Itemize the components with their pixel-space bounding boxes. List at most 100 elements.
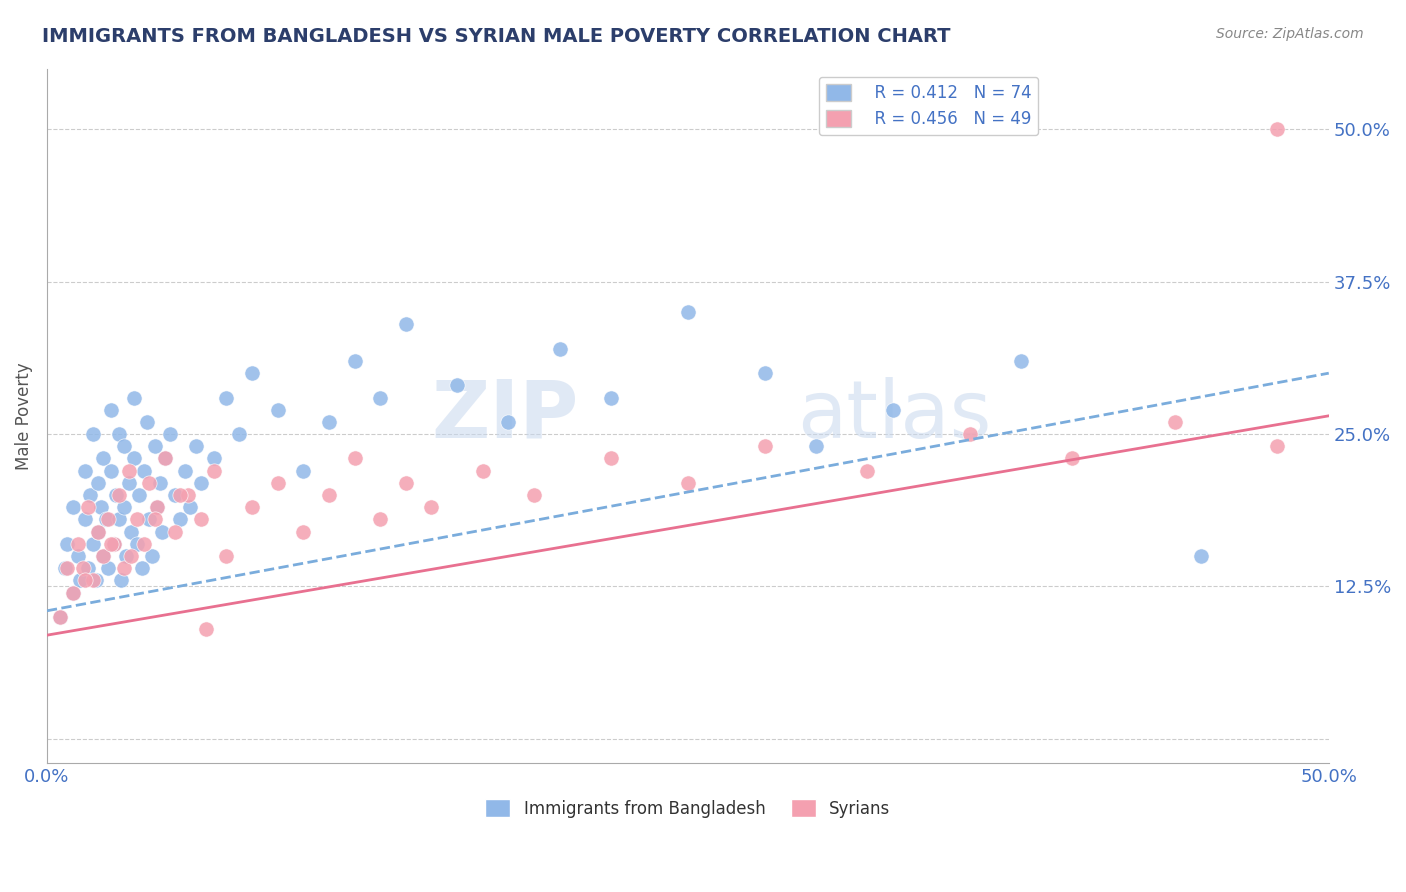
Point: [91, 451, 114, 466]
Point: [165, 524, 187, 539]
Point: [72, 561, 94, 575]
Point: [131, 561, 153, 575]
Point: [97, 512, 120, 526]
Point: [53, 561, 76, 575]
Point: [90, 500, 112, 515]
Point: [174, 464, 197, 478]
Point: [395, 475, 418, 490]
Point: [368, 512, 391, 526]
Point: [471, 464, 494, 478]
Point: [228, 427, 250, 442]
Point: [856, 464, 879, 478]
Point: [138, 512, 160, 526]
Point: [138, 475, 160, 490]
Point: [754, 439, 776, 453]
Point: [121, 549, 143, 563]
Point: [121, 524, 143, 539]
Point: [959, 427, 981, 442]
Point: [153, 451, 176, 466]
Point: [754, 366, 776, 380]
Point: [1267, 439, 1289, 453]
Text: ZIP: ZIP: [432, 376, 579, 455]
Text: atlas: atlas: [797, 376, 991, 455]
Point: [125, 537, 148, 551]
Point: [62, 500, 84, 515]
Point: [1164, 415, 1187, 429]
Point: [184, 439, 207, 453]
Point: [143, 512, 166, 526]
Point: [91, 549, 114, 563]
Point: [292, 464, 315, 478]
Point: [100, 402, 122, 417]
Point: [118, 475, 141, 490]
Point: [62, 585, 84, 599]
Point: [105, 488, 128, 502]
Point: [107, 488, 129, 502]
Point: [318, 488, 340, 502]
Point: [103, 537, 125, 551]
Point: [318, 415, 340, 429]
Point: [75, 512, 97, 526]
Point: [169, 512, 191, 526]
Point: [82, 574, 104, 588]
Point: [118, 464, 141, 478]
Point: [446, 378, 468, 392]
Point: [94, 512, 117, 526]
Point: [62, 585, 84, 599]
Point: [1267, 122, 1289, 136]
Point: [48, 610, 70, 624]
Point: [112, 561, 135, 575]
Point: [82, 537, 104, 551]
Point: [343, 354, 366, 368]
Point: [134, 464, 156, 478]
Point: [87, 524, 110, 539]
Point: [107, 427, 129, 442]
Point: [266, 402, 288, 417]
Point: [100, 537, 122, 551]
Point: [153, 451, 176, 466]
Point: [146, 500, 169, 515]
Point: [110, 574, 132, 588]
Point: [343, 451, 366, 466]
Point: [169, 488, 191, 502]
Point: [107, 512, 129, 526]
Point: [84, 574, 107, 588]
Point: [122, 391, 145, 405]
Point: [100, 464, 122, 478]
Point: [115, 549, 138, 563]
Point: [82, 427, 104, 442]
Point: [165, 488, 187, 502]
Point: [215, 391, 238, 405]
Point: [91, 549, 114, 563]
Point: [498, 415, 520, 429]
Point: [103, 537, 125, 551]
Point: [150, 524, 173, 539]
Point: [112, 500, 135, 515]
Point: [190, 475, 212, 490]
Point: [77, 500, 100, 515]
Point: [87, 524, 110, 539]
Point: [75, 464, 97, 478]
Legend: Immigrants from Bangladesh, Syrians: Immigrants from Bangladesh, Syrians: [479, 793, 897, 824]
Point: [146, 500, 169, 515]
Point: [240, 366, 263, 380]
Point: [143, 439, 166, 453]
Point: [141, 549, 163, 563]
Point: [1010, 354, 1032, 368]
Point: [523, 488, 546, 502]
Point: [292, 524, 315, 539]
Point: [215, 549, 238, 563]
Point: [125, 512, 148, 526]
Point: [69, 574, 91, 588]
Point: [87, 475, 110, 490]
Point: [135, 415, 157, 429]
Point: [202, 451, 225, 466]
Point: [177, 488, 200, 502]
Point: [75, 574, 97, 588]
Point: [240, 500, 263, 515]
Point: [202, 464, 225, 478]
Text: Source: ZipAtlas.com: Source: ZipAtlas.com: [1216, 27, 1364, 41]
Point: [600, 451, 623, 466]
Point: [420, 500, 443, 515]
Point: [194, 622, 217, 636]
